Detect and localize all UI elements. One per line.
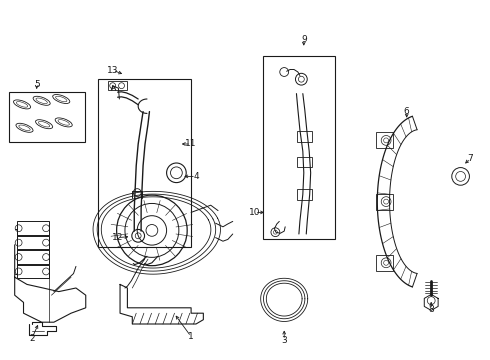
Bar xyxy=(17,236,49,249)
Text: 10: 10 xyxy=(249,208,261,217)
Text: 1: 1 xyxy=(188,332,194,341)
Text: 6: 6 xyxy=(404,107,410,116)
Bar xyxy=(376,255,393,271)
Bar xyxy=(376,194,393,210)
Bar xyxy=(17,221,49,235)
Bar xyxy=(98,79,191,247)
Text: 12: 12 xyxy=(112,233,123,242)
Text: 3: 3 xyxy=(281,336,287,345)
Text: 5: 5 xyxy=(34,80,40,89)
Bar xyxy=(17,265,49,278)
Bar xyxy=(108,81,127,90)
Bar xyxy=(297,131,312,142)
Text: 4: 4 xyxy=(193,172,199,181)
Text: 13: 13 xyxy=(107,66,119,75)
Bar xyxy=(297,157,312,167)
Text: 2: 2 xyxy=(29,334,35,343)
Bar xyxy=(9,92,85,142)
Bar xyxy=(376,132,393,148)
Text: 11: 11 xyxy=(185,139,197,148)
Text: 8: 8 xyxy=(428,305,434,314)
Text: 9: 9 xyxy=(301,35,307,44)
Bar xyxy=(263,56,335,239)
Bar xyxy=(17,250,49,264)
Bar xyxy=(297,189,312,200)
Text: 7: 7 xyxy=(467,154,473,163)
